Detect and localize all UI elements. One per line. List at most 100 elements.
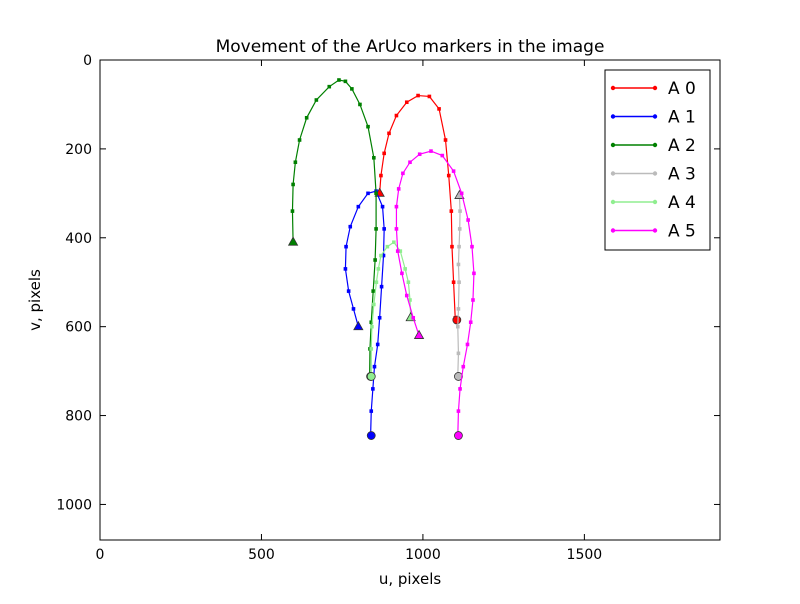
data-point bbox=[394, 113, 399, 118]
data-point bbox=[344, 244, 348, 249]
data-point bbox=[366, 124, 370, 129]
data-point bbox=[408, 160, 412, 165]
data-point bbox=[351, 307, 356, 311]
data-point bbox=[400, 271, 404, 276]
data-point bbox=[471, 298, 475, 302]
start-marker bbox=[366, 431, 376, 440]
data-point bbox=[456, 262, 461, 267]
data-point bbox=[372, 364, 377, 369]
x-tick-label: 1000 bbox=[405, 547, 441, 563]
data-point bbox=[403, 267, 407, 271]
data-point bbox=[456, 351, 461, 356]
y-tick-label: 400 bbox=[65, 231, 92, 247]
series-line bbox=[457, 195, 461, 376]
legend-marker bbox=[610, 85, 616, 91]
data-point bbox=[293, 160, 298, 165]
x-axis-label: u, pixels bbox=[379, 570, 442, 588]
data-point bbox=[440, 153, 445, 158]
x-tick-label: 500 bbox=[248, 547, 275, 563]
data-point bbox=[466, 218, 470, 222]
legend: A 0 A 1 A 2 A 3 A 4 A 5 bbox=[604, 69, 711, 251]
data-point bbox=[457, 244, 461, 249]
legend-marker bbox=[610, 114, 616, 119]
data-point bbox=[404, 100, 409, 105]
data-point bbox=[372, 155, 376, 160]
data-point bbox=[437, 107, 441, 111]
data-point bbox=[356, 204, 361, 209]
series-4 bbox=[366, 240, 416, 381]
end-marker bbox=[413, 329, 425, 339]
start-marker bbox=[454, 431, 463, 440]
legend-marker bbox=[652, 114, 658, 119]
data-point bbox=[366, 191, 370, 196]
legend-label: A 0 bbox=[668, 79, 696, 99]
legend-box bbox=[604, 69, 711, 251]
data-point bbox=[465, 342, 470, 347]
data-point bbox=[350, 87, 354, 91]
data-point bbox=[382, 227, 386, 231]
start-marker bbox=[452, 315, 462, 325]
data-point bbox=[385, 244, 390, 249]
data-point bbox=[455, 324, 460, 329]
legend-marker bbox=[610, 228, 616, 233]
data-point bbox=[457, 227, 462, 231]
y-tick-label: 1000 bbox=[56, 497, 92, 513]
data-point bbox=[461, 364, 466, 369]
data-point bbox=[458, 209, 462, 213]
data-point bbox=[459, 191, 464, 196]
series-layer bbox=[287, 78, 476, 440]
data-point bbox=[456, 307, 461, 311]
data-point bbox=[379, 173, 383, 178]
x-tick-label: 0 bbox=[96, 547, 105, 563]
x-tick-label: 1500 bbox=[567, 547, 603, 563]
data-point bbox=[396, 187, 401, 191]
y-tick-label: 600 bbox=[65, 320, 92, 336]
data-point bbox=[470, 244, 474, 249]
data-point bbox=[392, 240, 396, 245]
data-point bbox=[379, 284, 384, 289]
data-point bbox=[451, 169, 456, 173]
data-point bbox=[343, 79, 348, 84]
data-point bbox=[457, 280, 461, 285]
data-point bbox=[401, 171, 405, 176]
data-point bbox=[376, 267, 381, 271]
data-point bbox=[343, 267, 348, 271]
series-3 bbox=[454, 189, 465, 381]
data-point bbox=[382, 151, 386, 156]
data-point bbox=[408, 298, 412, 302]
data-point bbox=[372, 302, 376, 307]
data-point bbox=[369, 347, 374, 351]
data-point bbox=[417, 152, 422, 157]
data-point bbox=[374, 280, 379, 285]
data-point bbox=[416, 93, 420, 98]
legend-label: A 4 bbox=[668, 193, 696, 213]
chart-title: Movement of the ArUco markers in the ima… bbox=[216, 37, 605, 57]
legend-marker bbox=[610, 199, 616, 205]
data-point bbox=[371, 387, 375, 391]
y-axis-label: v, pixels bbox=[26, 269, 44, 331]
data-point bbox=[458, 387, 462, 391]
data-point bbox=[468, 320, 473, 325]
data-point bbox=[443, 138, 448, 142]
data-point bbox=[446, 173, 451, 178]
data-point bbox=[369, 409, 374, 413]
data-point bbox=[358, 102, 362, 107]
data-point bbox=[304, 115, 309, 120]
legend-label: A 5 bbox=[668, 222, 696, 242]
end-marker bbox=[353, 320, 364, 331]
legend-marker bbox=[652, 228, 658, 233]
legend-label: A 2 bbox=[668, 136, 696, 156]
data-point bbox=[427, 94, 432, 99]
y-tick-label: 800 bbox=[65, 409, 92, 425]
data-point bbox=[373, 258, 377, 262]
data-point bbox=[374, 227, 378, 231]
data-point bbox=[398, 249, 403, 253]
data-point bbox=[314, 98, 319, 102]
data-point bbox=[381, 253, 386, 258]
data-point bbox=[406, 280, 411, 285]
data-point bbox=[371, 289, 375, 293]
series-5 bbox=[394, 149, 476, 440]
data-point bbox=[327, 84, 332, 89]
